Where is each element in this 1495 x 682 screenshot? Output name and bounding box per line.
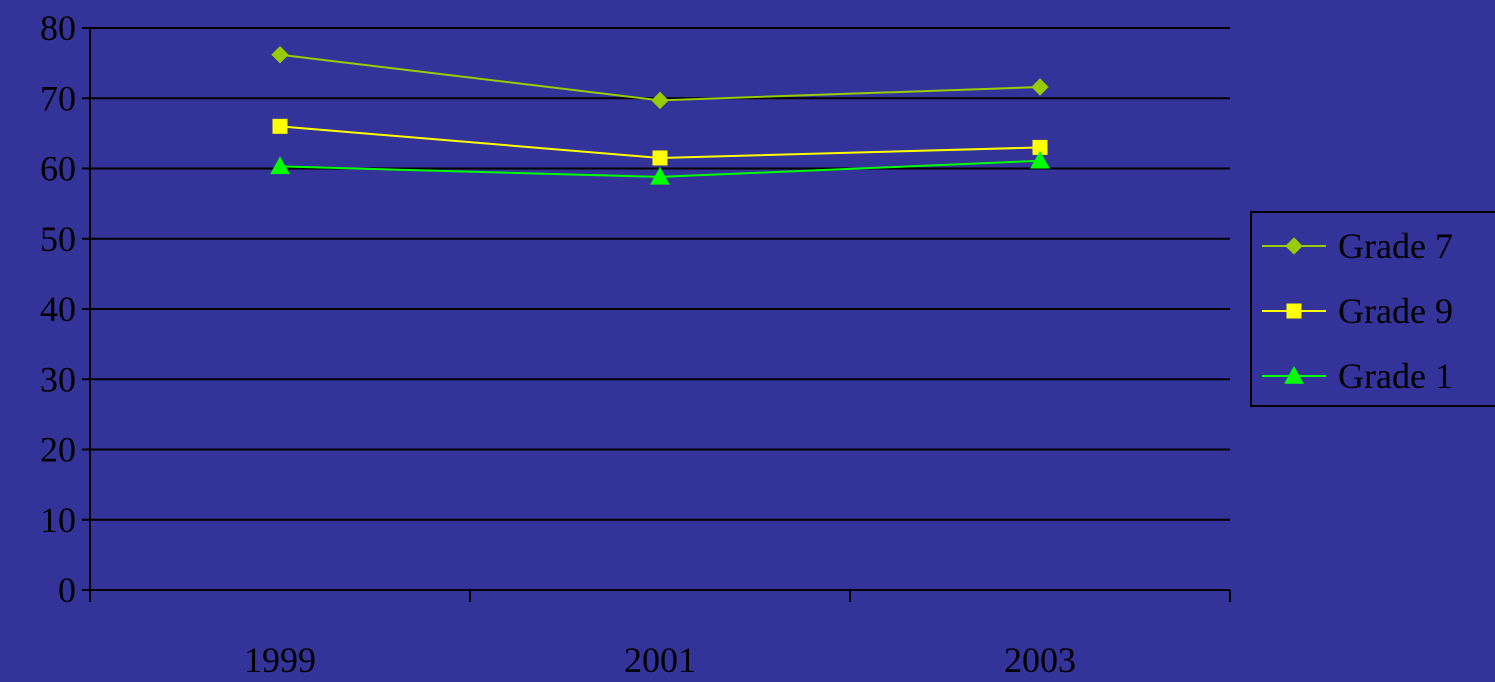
data-point (650, 166, 670, 185)
legend-box (1250, 211, 1495, 407)
legend-item: Grade 9 (1262, 291, 1453, 331)
series-grade-9 (272, 118, 1048, 166)
data-point (1030, 150, 1050, 169)
data-point (652, 150, 668, 166)
x-tick-label: 1999 (244, 640, 316, 677)
y-tick-label: 10 (40, 500, 76, 540)
legend-marker (1286, 303, 1302, 319)
series-lines (270, 45, 1050, 185)
y-tick-label: 30 (40, 359, 76, 399)
series-grade-7 (271, 45, 1049, 110)
data-point (271, 45, 289, 64)
legend-item: Grade 7 (1262, 226, 1453, 266)
legend-label: Grade 9 (1338, 291, 1453, 331)
y-tick-label: 70 (40, 78, 76, 118)
data-point (270, 156, 290, 175)
x-tick-label: 2003 (1004, 640, 1076, 677)
data-point (651, 91, 669, 110)
x-tick-label: 2001 (624, 640, 696, 677)
y-tick-label: 60 (40, 149, 76, 189)
data-point (1031, 78, 1049, 96)
y-tick-label: 80 (40, 8, 76, 48)
series-grade-1 (270, 150, 1050, 185)
legend-item: Grade 1 (1262, 356, 1453, 396)
y-tick-label: 50 (40, 219, 76, 259)
axes: 0 10 20 30 40 50 60 70 80 1999 2001 2003 (40, 8, 1231, 680)
legend-marker (1285, 237, 1303, 255)
legend: Grade 7 Grade 9 Grade 1 (1250, 211, 1495, 407)
legend-marker (1284, 365, 1304, 384)
y-tick-label: 0 (58, 570, 76, 610)
legend-label: Grade 7 (1338, 226, 1453, 266)
y-tick-label: 40 (40, 289, 76, 329)
data-point (272, 118, 288, 134)
legend-label: Grade 1 (1338, 356, 1453, 396)
y-tick-label: 20 (40, 430, 76, 470)
